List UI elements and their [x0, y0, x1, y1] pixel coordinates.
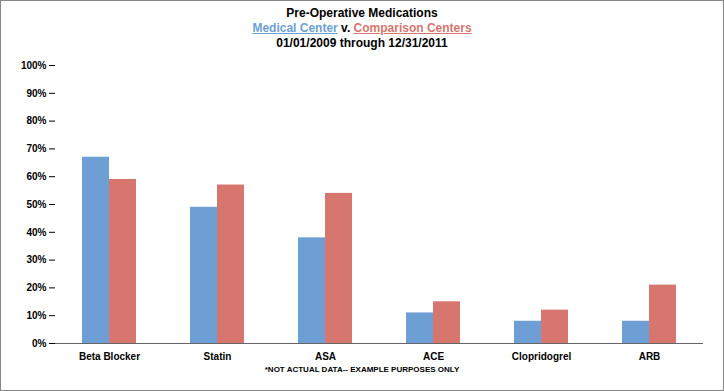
svg-text:80%: 80%: [26, 115, 46, 126]
svg-text:Clopridogrel: Clopridogrel: [512, 351, 572, 362]
svg-text:Statin: Statin: [204, 351, 232, 362]
svg-text:ASA: ASA: [315, 351, 336, 362]
svg-text:0%: 0%: [32, 338, 47, 349]
svg-text:100%: 100%: [21, 60, 47, 71]
svg-text:40%: 40%: [26, 227, 46, 238]
svg-text:30%: 30%: [26, 254, 46, 265]
svg-text:20%: 20%: [26, 282, 46, 293]
svg-text:ACE: ACE: [423, 351, 444, 362]
svg-text:50%: 50%: [26, 199, 46, 210]
html-text:Medical Center v. Comparison C: Medical Center v. Comparison Centers: [252, 21, 472, 35]
html-text:*NOT ACTUAL DATA-- EXAMPLE PUR: *NOT ACTUAL DATA-- EXAMPLE PURPOSES ONLY: [264, 365, 460, 374]
svg-text:90%: 90%: [26, 88, 46, 99]
svg-text:70%: 70%: [26, 143, 46, 154]
svg-text:Beta Blocker: Beta Blocker: [79, 351, 140, 362]
html-text:Pre-Operative Medications: Pre-Operative Medications: [286, 6, 438, 20]
html-text:01/01/2009 through 12/31/2011: 01/01/2009 through 12/31/2011: [276, 36, 448, 50]
svg-text:ARB: ARB: [639, 351, 661, 362]
svg-text:60%: 60%: [26, 171, 46, 182]
svg-text:10%: 10%: [26, 310, 46, 321]
